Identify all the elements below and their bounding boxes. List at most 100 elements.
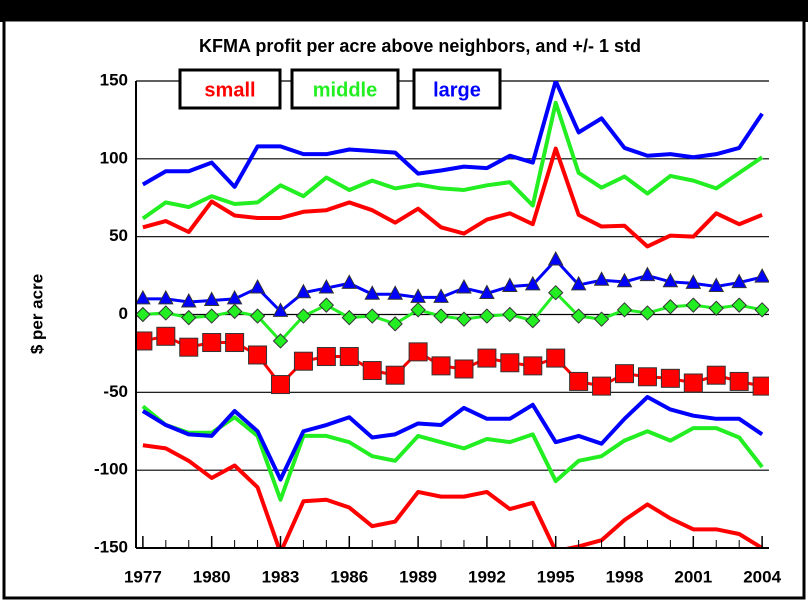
marker <box>226 303 243 320</box>
marker <box>731 273 748 289</box>
marker <box>249 308 266 324</box>
marker <box>293 351 313 371</box>
marker <box>479 308 495 324</box>
x-tick-label: 2004 <box>743 567 781 586</box>
marker <box>318 278 335 294</box>
marker <box>180 292 197 308</box>
marker <box>477 348 497 368</box>
marker <box>570 308 587 324</box>
marker <box>683 373 703 393</box>
marker <box>454 359 474 379</box>
marker <box>364 308 380 324</box>
marker <box>502 306 518 323</box>
marker <box>570 275 587 291</box>
marker <box>226 289 243 305</box>
marker <box>729 371 749 391</box>
x-tick-label: 1995 <box>537 567 575 586</box>
marker <box>339 347 359 367</box>
marker <box>501 277 518 292</box>
y-tick-label: -150 <box>94 537 128 556</box>
std-line <box>141 404 764 502</box>
std-line <box>141 100 764 221</box>
marker <box>662 272 679 288</box>
y-axis-label: $ per acre <box>27 274 46 354</box>
marker <box>157 289 174 305</box>
marker <box>387 316 403 332</box>
marker <box>615 364 635 384</box>
marker <box>272 302 289 317</box>
marker <box>272 333 289 349</box>
marker <box>387 285 404 300</box>
std-line <box>141 81 764 189</box>
marker <box>593 271 610 286</box>
x-tick-label: 1986 <box>330 567 368 586</box>
marker <box>295 283 312 299</box>
marker <box>410 288 426 303</box>
x-tick-label: 1992 <box>468 567 506 586</box>
marker <box>225 333 245 353</box>
marker <box>316 347 336 367</box>
marker <box>179 337 199 357</box>
y-tick-label: 150 <box>100 70 128 89</box>
marker <box>364 285 381 300</box>
marker <box>546 348 566 368</box>
marker <box>639 266 656 282</box>
marker <box>249 278 266 294</box>
marker <box>754 268 769 283</box>
y-tick-label: -50 <box>103 382 128 401</box>
x-tick-label: 1977 <box>124 567 162 586</box>
marker <box>708 277 725 292</box>
x-tick-label: 2001 <box>674 567 712 586</box>
marker <box>731 297 747 313</box>
legend-box <box>178 68 282 110</box>
marker <box>479 284 495 299</box>
marker <box>525 313 541 329</box>
marker <box>547 250 564 266</box>
legend-label: large <box>433 79 481 101</box>
axes: -150 -100 -50 0 50 100 150 1977 1980 1983 1986 1989… <box>94 68 782 586</box>
marker <box>408 342 428 362</box>
marker <box>685 274 702 289</box>
marker <box>431 356 451 376</box>
marker <box>136 306 151 323</box>
marker <box>385 365 405 385</box>
top-band <box>0 0 808 22</box>
marker <box>433 308 449 324</box>
marker <box>136 289 151 305</box>
marker <box>593 311 610 327</box>
marker <box>362 361 382 381</box>
y-tick-label: 50 <box>109 226 128 245</box>
marker <box>158 305 174 321</box>
legend-label: middle <box>313 79 377 101</box>
marker <box>410 302 426 318</box>
x-tick-label: 1998 <box>606 567 644 586</box>
marker <box>616 272 633 288</box>
mean-line <box>142 257 763 314</box>
marker <box>569 371 589 391</box>
marker <box>500 353 520 373</box>
marker <box>203 308 220 324</box>
marker <box>318 297 335 313</box>
marker <box>616 302 633 318</box>
std-line <box>142 443 764 548</box>
marker <box>708 300 724 316</box>
marker <box>660 368 680 388</box>
legend-label: small <box>204 79 255 101</box>
marker <box>248 345 268 365</box>
marker <box>456 311 472 327</box>
y-tick-label: 100 <box>100 148 128 167</box>
legend-box <box>412 68 502 110</box>
marker <box>202 333 222 353</box>
marker <box>295 308 312 324</box>
marker <box>754 302 769 318</box>
std-line <box>141 395 764 482</box>
marker <box>181 309 197 326</box>
marker <box>456 278 472 294</box>
marker <box>203 291 220 306</box>
x-tick-label: 1983 <box>262 567 300 586</box>
plot-area <box>136 81 769 548</box>
marker <box>524 275 541 291</box>
y-tick-label: -100 <box>94 460 128 479</box>
